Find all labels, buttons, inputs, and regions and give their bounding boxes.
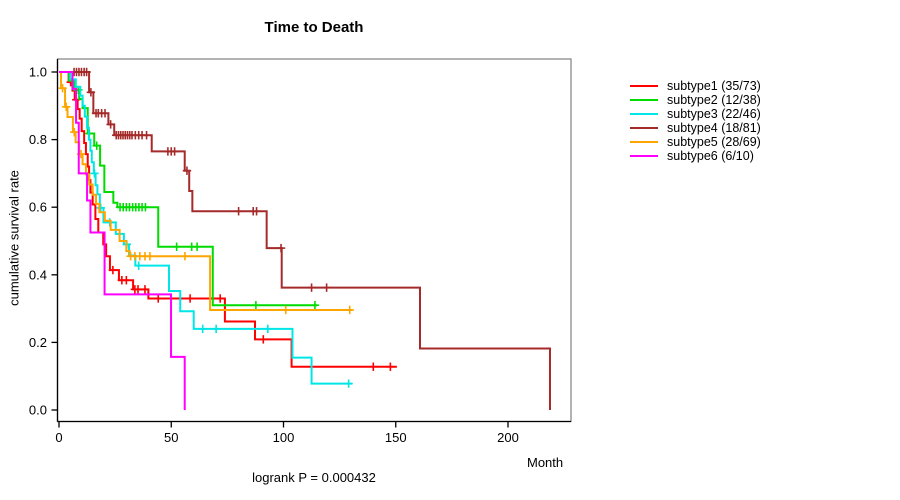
y-axis-label: cumulative survival rate	[6, 170, 22, 306]
legend-line-swatch	[630, 99, 658, 101]
legend-item-subtype5: subtype5 (28/69)	[630, 135, 761, 149]
x-tick-label: 150	[385, 430, 407, 445]
logrank-pvalue-annotation: logrank P = 0.000432	[252, 470, 376, 485]
y-tick-label: 0.8	[29, 132, 47, 147]
legend-line-swatch	[630, 141, 658, 143]
legend-item-subtype6: subtype6 (6/10)	[630, 149, 761, 163]
km-curve-subtype5	[59, 71, 353, 311]
y-tick-label: 0.2	[29, 335, 47, 350]
km-curve-subtype6	[59, 71, 186, 410]
km-curve-subtype1	[59, 71, 397, 368]
legend-label: subtype6 (6/10)	[667, 149, 754, 163]
legend-line-swatch	[630, 113, 658, 115]
legend-label: subtype1 (35/73)	[667, 79, 761, 93]
legend: subtype1 (35/73) subtype2 (12/38) subtype3…	[630, 79, 761, 163]
legend-label: subtype3 (22/46)	[667, 107, 761, 121]
x-tick-label: 50	[164, 430, 178, 445]
legend-item-subtype4: subtype4 (18/81)	[630, 121, 761, 135]
y-tick-label: 0.6	[29, 200, 47, 215]
chart-title: Time to Death	[264, 19, 364, 36]
x-tick-label: 200	[497, 430, 519, 445]
legend-item-subtype2: subtype2 (12/38)	[630, 93, 761, 107]
legend-label: subtype4 (18/81)	[667, 121, 761, 135]
legend-item-subtype3: subtype3 (22/46)	[630, 107, 761, 121]
y-tick-label: 0.4	[29, 267, 47, 282]
km-curve-subtype4	[59, 71, 551, 410]
x-tick-label: 0	[55, 430, 62, 445]
legend-line-swatch	[630, 127, 658, 129]
y-tick-label: 0.0	[29, 403, 47, 418]
x-axis-label: Month	[527, 455, 564, 470]
legend-item-subtype1: subtype1 (35/73)	[630, 79, 761, 93]
y-tick-label: 1.0	[29, 65, 47, 80]
legend-line-swatch	[630, 155, 658, 157]
km-curve-subtype3	[59, 71, 352, 385]
legend-line-swatch	[630, 85, 658, 87]
legend-label: subtype2 (12/38)	[667, 93, 761, 107]
x-tick-label: 100	[273, 430, 295, 445]
legend-label: subtype5 (28/69)	[667, 135, 761, 149]
